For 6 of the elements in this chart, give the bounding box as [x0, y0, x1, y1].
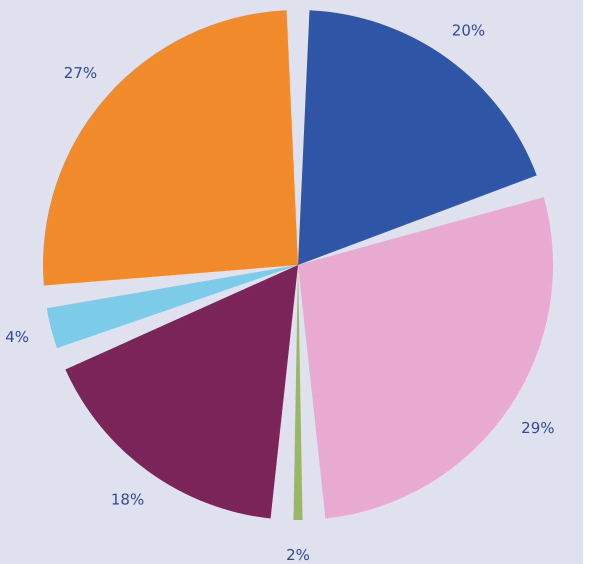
- data-label: 27%: [64, 64, 98, 82]
- data-label: 18%: [110, 490, 144, 509]
- data-label: 2%: [286, 546, 310, 564]
- data-label: 20%: [452, 21, 486, 40]
- data-label: 29%: [521, 419, 555, 438]
- data-label: 4%: [5, 328, 30, 346]
